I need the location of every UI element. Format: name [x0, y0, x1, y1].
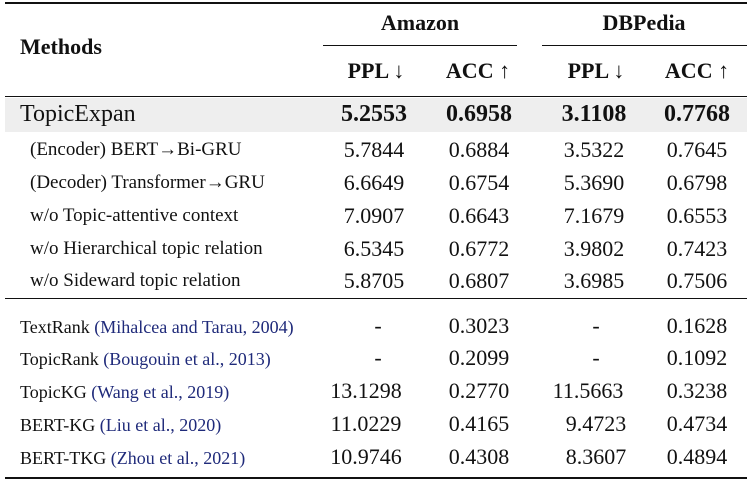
- ablation-amazon-ppl: 6.5345: [343, 236, 405, 261]
- ablation-method: w/o Hierarchical topic relation: [30, 238, 263, 259]
- baseline-citation-link[interactable]: (Wang et al., 2019): [91, 382, 230, 402]
- main-amazon-acc: 0.6958: [446, 101, 512, 127]
- baseline-dbpedia-ppl: 9.4723: [565, 411, 627, 436]
- baseline-amazon-ppl: -: [374, 345, 382, 370]
- ablation-amazon-ppl: 6.6649: [343, 170, 405, 195]
- ablation-amazon-acc: 0.6643: [448, 203, 510, 228]
- baseline-amazon-acc: 0.2770: [448, 378, 510, 403]
- baseline-dbpedia-acc: 0.3238: [666, 378, 728, 403]
- baseline-dbpedia-acc: 0.4734: [666, 411, 728, 436]
- top-rule: [5, 2, 747, 4]
- baseline-name: TextRank: [20, 317, 90, 337]
- baseline-dbpedia-acc: 0.1628: [666, 313, 728, 338]
- section-rule: [5, 298, 747, 299]
- baseline-amazon-acc: 0.3023: [448, 313, 510, 338]
- dbpedia-acc-header: ACC ↑: [664, 58, 730, 83]
- dbpedia-header: DBPedia: [602, 10, 686, 35]
- ablation-amazon-ppl: 7.0907: [343, 203, 405, 228]
- dbpedia-group-rule: [542, 45, 747, 46]
- ablation-dbpedia-ppl: 3.5322: [563, 137, 625, 162]
- ablation-amazon-acc: 0.6772: [448, 236, 510, 261]
- bottom-rule: [5, 477, 747, 479]
- baseline-dbpedia-ppl: -: [592, 345, 600, 370]
- ablation-amazon-ppl: 5.8705: [343, 268, 405, 293]
- dbpedia-ppl-header: PPL ↓: [567, 58, 625, 83]
- main-method: TopicExpan: [20, 101, 136, 127]
- baseline-amazon-acc: 0.2099: [448, 345, 510, 370]
- ablation-dbpedia-ppl: 3.6985: [563, 268, 625, 293]
- highlight-row-background: [5, 98, 747, 132]
- baseline-amazon-acc: 0.4308: [448, 444, 510, 469]
- baseline-method: BERT-KG (Liu et al., 2020): [20, 415, 221, 436]
- baseline-method: TopicRank (Bougouin et al., 2013): [20, 349, 271, 370]
- baseline-amazon-ppl: 13.1298: [330, 378, 402, 403]
- ablation-amazon-acc: 0.6754: [448, 170, 510, 195]
- main-dbpedia-ppl: 3.1108: [561, 101, 627, 127]
- amazon-group-rule: [323, 45, 517, 46]
- baseline-dbpedia-ppl: 11.5663: [552, 378, 624, 403]
- baseline-name: TopicRank: [20, 349, 99, 369]
- ablation-amazon-acc: 0.6807: [448, 268, 510, 293]
- ablation-method: (Decoder) Transformer→GRU: [30, 172, 265, 193]
- ablation-dbpedia-ppl: 3.9802: [563, 236, 625, 261]
- ablation-dbpedia-acc: 0.6798: [666, 170, 728, 195]
- baseline-amazon-ppl: 10.9746: [330, 444, 402, 469]
- ablation-method: w/o Topic-attentive context: [30, 205, 239, 226]
- baseline-amazon-ppl: -: [374, 313, 382, 338]
- baseline-dbpedia-ppl: 8.3607: [565, 444, 627, 469]
- baseline-amazon-ppl: 11.0229: [330, 411, 402, 436]
- header-bottom-rule: [5, 96, 747, 97]
- baseline-dbpedia-ppl: -: [592, 313, 600, 338]
- ablation-method: w/o Sideward topic relation: [30, 270, 241, 291]
- ablation-dbpedia-ppl: 5.3690: [563, 170, 625, 195]
- baseline-method: BERT-TKG (Zhou et al., 2021): [20, 448, 245, 469]
- baseline-method: TextRank (Mihalcea and Tarau, 2004): [20, 317, 294, 338]
- amazon-header: Amazon: [380, 10, 460, 35]
- amazon-ppl-header: PPL ↓: [347, 58, 405, 83]
- ablation-dbpedia-acc: 0.7506: [666, 268, 728, 293]
- baseline-dbpedia-acc: 0.1092: [666, 345, 728, 370]
- baseline-citation-link[interactable]: (Zhou et al., 2021): [110, 448, 246, 468]
- baseline-name: BERT-KG: [20, 415, 96, 435]
- baseline-citation-link[interactable]: (Bougouin et al., 2013): [103, 349, 271, 369]
- ablation-dbpedia-acc: 0.6553: [666, 203, 728, 228]
- baseline-citation-link[interactable]: (Liu et al., 2020): [99, 415, 222, 435]
- main-dbpedia-acc: 0.7768: [664, 101, 730, 127]
- ablation-amazon-ppl: 5.7844: [343, 137, 405, 162]
- baseline-dbpedia-acc: 0.4894: [666, 444, 728, 469]
- amazon-acc-header: ACC ↑: [445, 58, 511, 83]
- baseline-citation-link[interactable]: (Mihalcea and Tarau, 2004): [94, 317, 294, 337]
- baseline-name: BERT-TKG: [20, 448, 107, 468]
- main-amazon-ppl: 5.2553: [341, 101, 407, 127]
- baseline-method: TopicKG (Wang et al., 2019): [20, 382, 229, 403]
- ablation-dbpedia-ppl: 7.1679: [563, 203, 625, 228]
- ablation-method: (Encoder) BERT→Bi-GRU: [30, 139, 242, 160]
- baseline-amazon-acc: 0.4165: [448, 411, 510, 436]
- baseline-name: TopicKG: [20, 382, 87, 402]
- ablation-amazon-acc: 0.6884: [448, 137, 510, 162]
- methods-header: Methods: [20, 34, 102, 59]
- ablation-dbpedia-acc: 0.7423: [666, 236, 728, 261]
- ablation-dbpedia-acc: 0.7645: [666, 137, 728, 162]
